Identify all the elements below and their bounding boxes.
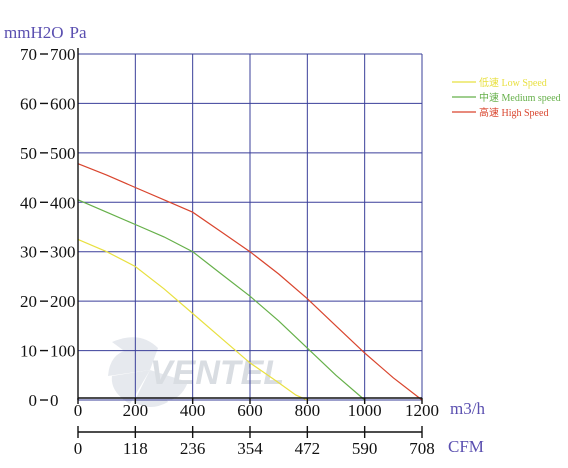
y-right-tick-label: 200 [50,292,76,311]
x-m3h-tick-label: 0 [74,401,83,420]
x-m3h-tick-label: 600 [237,401,263,420]
legend-label: 中速 Medium speed [479,91,561,104]
y-unit-label: mmH2O Pa [4,23,87,42]
y-right-tick-label: 300 [50,243,76,262]
y-left-tick-label: 0 [29,391,38,410]
legend-label: 低速 Low Speed [479,76,547,89]
x-m3h-tick-label: 1200 [405,401,439,420]
legend-label: 高速 High Speed [479,106,548,119]
y-right-tick-label: 400 [50,193,76,212]
x-cfm-tick-label: 354 [237,439,263,458]
y-right-tick-label: 0 [50,391,59,410]
y-right-tick-label: 600 [50,94,76,113]
y-unit-mm: mmH2O [4,23,64,42]
series-line-2 [77,163,423,401]
x-cfm-tick-label: 472 [295,439,321,458]
y-left-tick-label: 70 [20,45,37,64]
x-unit-m3h: m3/h [450,399,485,418]
y-unit-pa: Pa [70,23,87,42]
x-cfm-tick-label: 236 [180,439,206,458]
x-m3h-tick-label: 200 [123,401,149,420]
x-unit-m3h-text: m3/h [450,399,485,418]
x-m3h-tick-label: 1000 [348,401,382,420]
watermark: VENTEL [108,337,284,407]
y-right-tick-label: 100 [50,342,76,361]
watermark-text: VENTEL [150,354,284,392]
legend: 低速 Low Speed 中速 Medium speed 高速 High Speed [452,76,561,119]
series-line-0 [77,238,308,401]
series-line-1 [77,199,366,401]
x-cfm-tick-label: 0 [74,439,83,458]
y-right-tick-label: 700 [50,45,76,64]
y-left-tick-label: 10 [20,342,37,361]
y-left-tick-label: 20 [20,292,37,311]
y-right-tick-label: 500 [50,144,76,163]
curves [77,163,423,401]
x-m3h-tick-label: 400 [180,401,206,420]
x-m3h-tick-label: 800 [295,401,321,420]
y-left-tick-label: 50 [20,144,37,163]
grid [77,53,423,401]
y-left-tick-label: 40 [20,193,37,212]
x-unit-cfm: CFM [448,437,484,456]
y-left-tick-label: 60 [20,94,37,113]
x-cfm-tick-label: 708 [409,439,435,458]
x-cfm-tick-label: 590 [352,439,378,458]
x-cfm-tick-label: 118 [123,439,148,458]
y-left-tick-label: 30 [20,243,37,262]
